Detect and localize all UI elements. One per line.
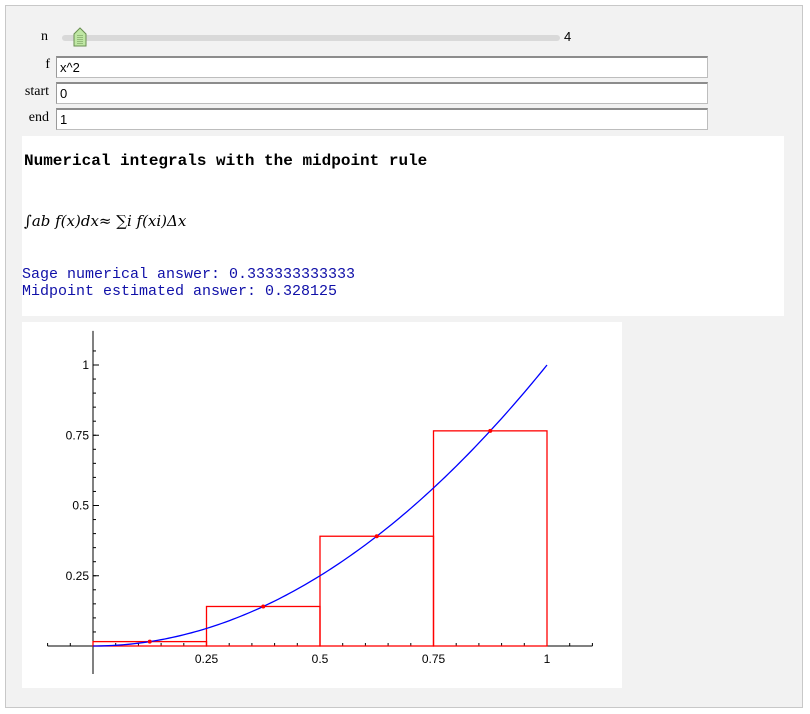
x-tick-label: 0.75: [422, 652, 446, 666]
f-input[interactable]: x^2: [56, 56, 708, 78]
end-input[interactable]: 1: [56, 108, 708, 130]
f-label: f: [45, 57, 50, 72]
y-tick-label: 1: [82, 358, 89, 372]
n-value: 4: [564, 29, 572, 44]
start-input[interactable]: 0: [56, 82, 708, 104]
chart-svg: 0.25 0.5 0.75 1 0.25 0.5 0.75 1: [47, 330, 593, 674]
midpoint-rectangle: [205, 605, 321, 647]
n-slider[interactable]: [62, 35, 560, 41]
function-curve: [92, 364, 548, 647]
output-panel: Numerical integrals with the midpoint ru…: [22, 136, 784, 316]
y-tick-label: 0.75: [66, 428, 90, 442]
output-heading: Numerical integrals with the midpoint ru…: [24, 152, 428, 170]
midpoint-rectangle: [319, 535, 435, 647]
slider-handle-icon[interactable]: [73, 27, 87, 47]
y-tick-label: 0.5: [72, 499, 89, 513]
n-label: n: [41, 29, 48, 44]
midpoint-dot: [147, 639, 152, 644]
midpoint-dot: [488, 428, 493, 433]
x-tick-label: 0.25: [195, 652, 219, 666]
midpoint-rectangle: [432, 430, 548, 647]
formula: ∫ab f(x)dx≈ ∑i f(xi)Δx: [24, 212, 187, 230]
midpoint-answer: Midpoint estimated answer: 0.328125: [22, 283, 338, 300]
y-tick-label: 0.25: [66, 569, 90, 583]
end-label: end: [28, 110, 49, 125]
plot-area: 0.25 0.5 0.75 1 0.25 0.5 0.75 1: [22, 322, 622, 688]
midpoint-dot: [261, 604, 266, 609]
sage-answer: Sage numerical answer: 0.333333333333: [22, 266, 356, 283]
midpoint-dot: [374, 534, 379, 539]
start-label: start: [24, 84, 49, 99]
x-tick-label: 0.5: [312, 652, 329, 666]
x-tick-label: 1: [544, 652, 551, 666]
